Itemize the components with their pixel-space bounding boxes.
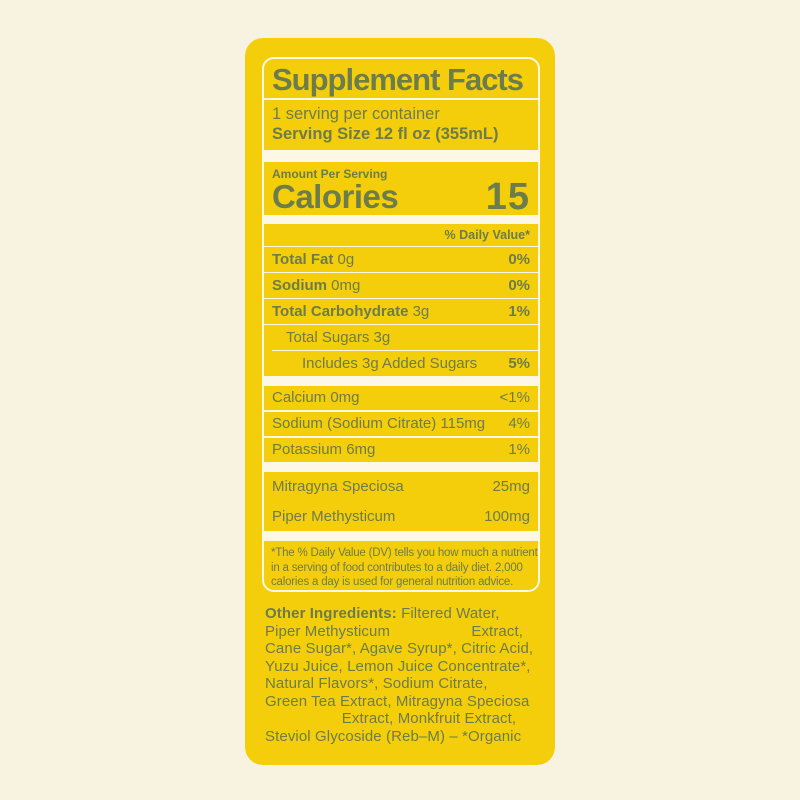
panel-title: Supplement Facts bbox=[272, 62, 524, 97]
botanical-name: Piper Methysticum bbox=[272, 507, 396, 525]
thick-divider bbox=[264, 214, 538, 224]
mineral-dv: <1% bbox=[499, 389, 530, 406]
divider bbox=[264, 98, 538, 100]
nutrient-row-total-carbohydrate: Total Carbohydrate 3g 1% bbox=[264, 299, 538, 324]
nutrient-name: Total Carbohydrate 3g bbox=[272, 302, 430, 320]
other-ingredients-line: Natural Flavors*, Sodium Citrate, bbox=[265, 675, 488, 692]
other-ingredients-paragraph: Other Ingredients: Filtered Water, Piper… bbox=[265, 605, 547, 745]
divider bbox=[264, 245, 538, 247]
supplement-facts-panel: Supplement Facts 1 serving per container… bbox=[262, 57, 540, 592]
nutrient-name: Total Sugars 3g bbox=[286, 328, 391, 346]
botanical-row-mitragyna: Mitragyna Speciosa 25mg bbox=[264, 472, 538, 502]
calories-value: 15 bbox=[485, 175, 530, 218]
other-ingredients-label: Other Ingredients: bbox=[265, 605, 397, 622]
botanical-amount: 100mg bbox=[484, 507, 530, 525]
botanical-amount: 25mg bbox=[492, 478, 530, 495]
calories-row: Calories 15 bbox=[264, 175, 538, 218]
daily-value-footnote: *The % Daily Value (DV) tells you how mu… bbox=[264, 541, 538, 590]
divider bbox=[264, 297, 538, 299]
other-ingredients-line: Cane Sugar*, Agave Syrup*, Citric Acid, bbox=[265, 640, 534, 657]
footnote-line: calories a day is used for general nutri… bbox=[271, 576, 514, 588]
nutrient-dv: 0% bbox=[508, 250, 530, 268]
nutrient-dv: 1% bbox=[508, 302, 530, 320]
servings-per-container: 1 serving per container bbox=[272, 104, 440, 123]
divider bbox=[264, 323, 538, 325]
nutrient-name: Includes 3g Added Sugars bbox=[302, 354, 478, 372]
other-ingredients-line: Other Ingredients: Filtered Water, bbox=[265, 605, 500, 622]
nutrient-dv: 5% bbox=[508, 354, 530, 372]
nutrient-name: Total Fat 0g bbox=[272, 250, 355, 268]
other-ingredients-line: Piper Methysticum Extract, bbox=[265, 622, 523, 640]
botanical-row-piper: Piper Methysticum 100mg bbox=[264, 502, 538, 532]
divider bbox=[264, 410, 538, 412]
other-ingredients-line: Steviol Glycoside (Reb–M) – *Organic bbox=[265, 727, 522, 745]
divider bbox=[264, 271, 538, 273]
thick-divider bbox=[264, 531, 538, 541]
mineral-dv: 1% bbox=[508, 441, 530, 458]
amount-per-serving-label: Amount Per Serving bbox=[272, 166, 388, 181]
thick-divider bbox=[264, 462, 538, 472]
serving-size: Serving Size 12 fl oz (355mL) bbox=[272, 124, 499, 143]
other-ingredients-line: Extract, Monkfruit Extract, bbox=[341, 710, 517, 727]
calories-label: Calories bbox=[272, 177, 399, 215]
nutrient-row-added-sugars: Includes 3g Added Sugars 5% bbox=[264, 351, 538, 376]
daily-value-header: % Daily Value* bbox=[444, 227, 530, 242]
divider bbox=[264, 436, 538, 438]
nutrient-row-sodium: Sodium 0mg 0% bbox=[264, 273, 538, 298]
footnote-line: in a serving of food contributes to a da… bbox=[271, 561, 523, 574]
mineral-row-calcium: Calcium 0mg <1% bbox=[264, 386, 538, 411]
other-ingredients-line: Yuzu Juice, Lemon Juice Concentrate*, bbox=[265, 657, 531, 675]
nutrient-name: Sodium 0mg bbox=[272, 276, 361, 294]
supplement-label-card: Supplement Facts 1 serving per container… bbox=[245, 38, 555, 765]
nutrient-row-total-sugars: Total Sugars 3g bbox=[264, 325, 538, 350]
footnote-line: *The % Daily Value (DV) tells you how mu… bbox=[271, 547, 538, 559]
thick-divider bbox=[264, 149, 538, 162]
mineral-name: Potassium 6mg bbox=[272, 441, 376, 458]
mineral-name: Calcium 0mg bbox=[272, 389, 360, 406]
thick-divider bbox=[264, 375, 538, 386]
botanical-name: Mitragyna Speciosa bbox=[272, 478, 404, 495]
mineral-name: Sodium (Sodium Citrate) 115mg bbox=[272, 415, 486, 432]
nutrient-dv: 0% bbox=[508, 276, 530, 294]
other-ingredients-line: Green Tea Extract, Mitragyna Speciosa bbox=[265, 692, 530, 710]
mineral-row-potassium: Potassium 6mg 1% bbox=[264, 438, 538, 463]
mineral-row-sodium-citrate: Sodium (Sodium Citrate) 115mg 4% bbox=[264, 412, 538, 437]
divider bbox=[272, 349, 538, 351]
mineral-dv: 4% bbox=[508, 415, 530, 432]
nutrient-row-total-fat: Total Fat 0g 0% bbox=[264, 247, 538, 272]
